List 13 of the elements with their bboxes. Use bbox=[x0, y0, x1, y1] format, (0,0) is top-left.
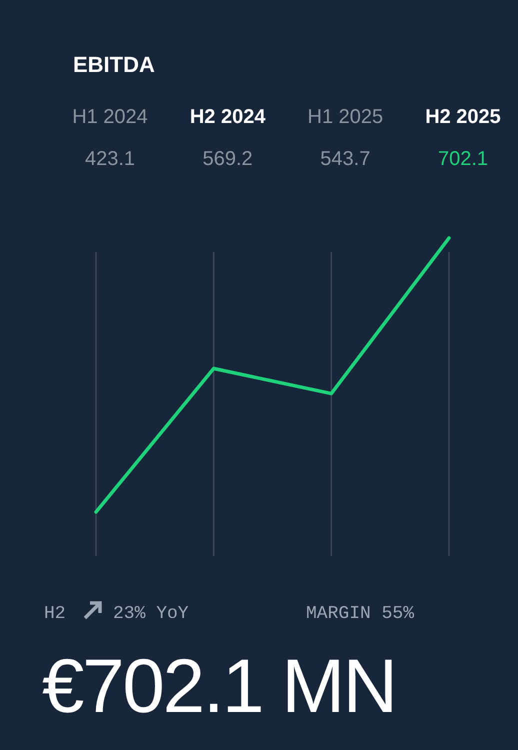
data-label: 702.1 bbox=[438, 148, 488, 170]
x-tick-label: H2 2025 bbox=[425, 106, 501, 128]
data-label: 543.7 bbox=[320, 148, 370, 170]
text: MARGIN 55% bbox=[306, 604, 414, 624]
data-label: 423.1 bbox=[84, 148, 136, 170]
text: €702.1 MN bbox=[42, 644, 396, 729]
x-tick-label: H1 2024 bbox=[72, 106, 148, 128]
x-tick-label: H2 2024 bbox=[190, 106, 266, 128]
text: H2 bbox=[44, 604, 66, 624]
data-label: 569.2 bbox=[202, 148, 253, 170]
text: 23% YoY bbox=[113, 604, 189, 624]
x-tick-label: H1 2025 bbox=[308, 106, 384, 128]
chart-title: EBITDA bbox=[73, 52, 155, 77]
